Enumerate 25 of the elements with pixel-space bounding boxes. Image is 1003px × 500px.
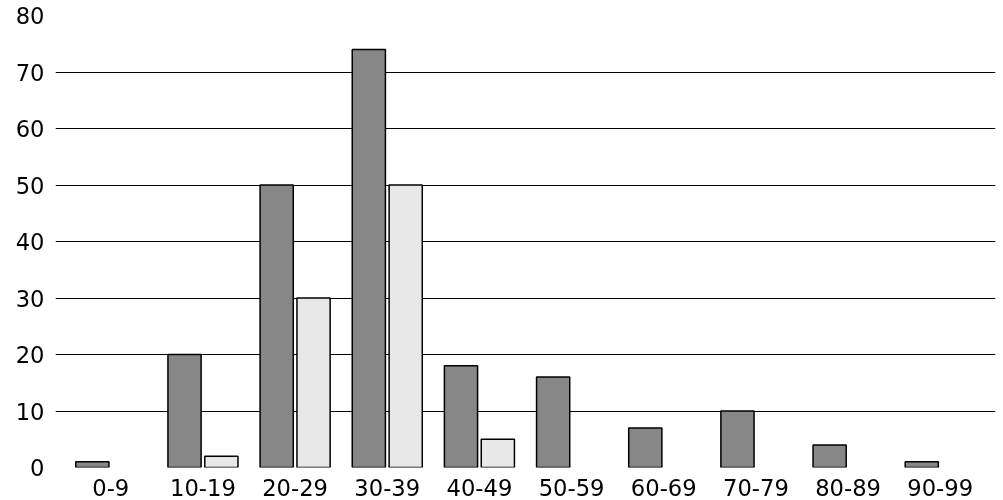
x-tick-label: 50-59	[538, 474, 605, 500]
x-tick-label: 30-39	[354, 474, 421, 500]
x-tick-label: 70-79	[722, 474, 789, 500]
bar	[480, 438, 516, 468]
y-tick-label: 50	[15, 172, 45, 199]
x-tick-label: 40-49	[446, 474, 513, 500]
bar	[75, 461, 110, 468]
x-tick-label: 20-29	[262, 474, 329, 500]
y-tick-label: 10	[15, 398, 45, 425]
y-tick-label: 80	[15, 3, 45, 29]
y-tick-label: 30	[15, 285, 45, 312]
y-tick-label: 40	[15, 229, 45, 255]
bar	[204, 455, 239, 468]
y-tick-label: 20	[15, 342, 45, 368]
x-tick-label: 90-99	[907, 474, 974, 500]
bar	[627, 427, 663, 468]
bar	[812, 444, 847, 468]
x-tick-label: 60-69	[630, 474, 697, 500]
bar	[904, 461, 940, 468]
y-tick-label: 0	[30, 455, 45, 481]
x-tick-label: 0-9	[92, 474, 130, 500]
y-tick-label: 60	[15, 116, 45, 142]
y-tick-label: 70	[15, 59, 45, 86]
x-tick-label: 80-89	[815, 474, 881, 500]
x-tick-label: 10-19	[170, 474, 236, 500]
